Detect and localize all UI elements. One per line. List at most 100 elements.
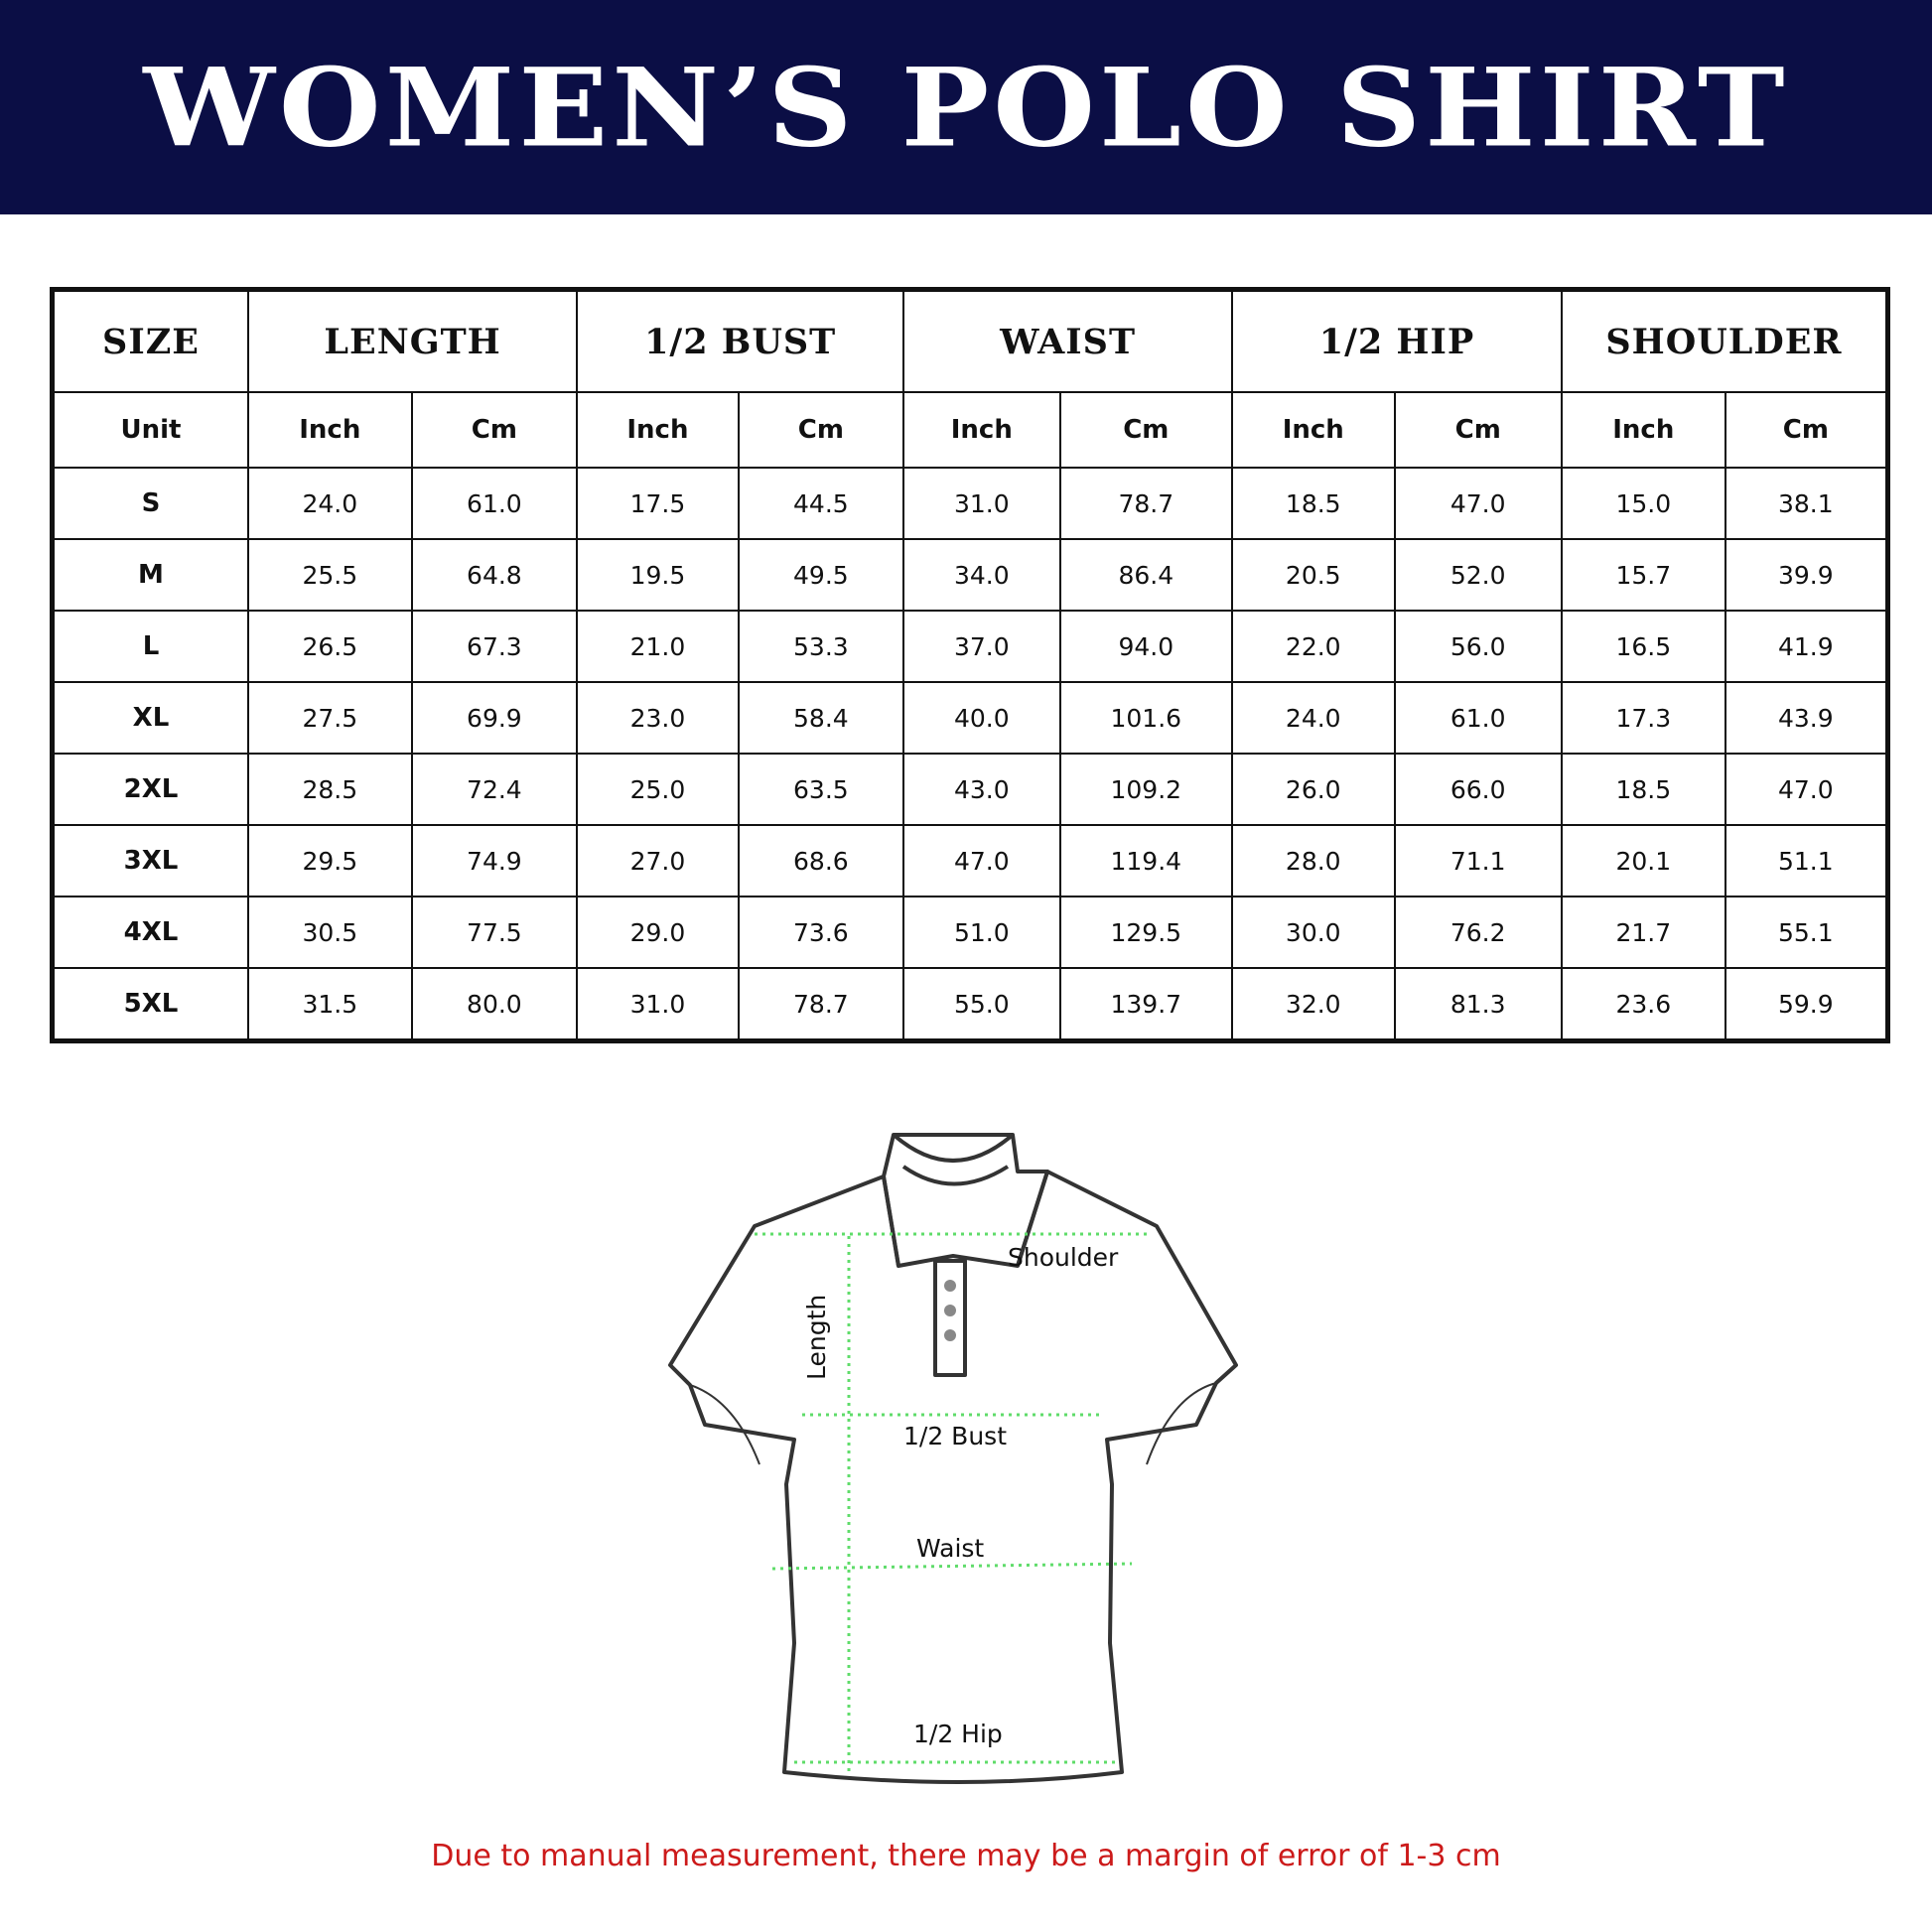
measurement-cell: 23.6 <box>1560 967 1726 1042</box>
size-cell: L <box>51 610 249 683</box>
measurement-cell: 16.5 <box>1560 610 1726 683</box>
column-header: SIZE <box>51 288 249 393</box>
unit-header: Unit <box>51 391 249 469</box>
measurement-cell: 18.5 <box>1231 467 1396 540</box>
measurement-cell: 109.2 <box>1058 753 1234 826</box>
size-chart-table: SIZE LENGTH 1/2 BUST WAIST 1/2 HIP SHOULDER Un… <box>50 287 1890 1043</box>
measurement-cell: 28.0 <box>1231 824 1396 897</box>
unit-header: Inch <box>246 391 413 469</box>
table-row: L 26.5 67.3 21.0 53.3 37.0 94.0 22.0 56.0 16.5 41.… <box>51 610 1889 683</box>
measurement-cell: 101.6 <box>1058 681 1234 755</box>
shirt-diagram: Shoulder Length 1/2 Bust Waist 1/2 Hip <box>655 1127 1251 1802</box>
measurement-cell: 72.4 <box>410 753 579 826</box>
unit-header: Cm <box>737 391 905 469</box>
measurement-cell: 29.5 <box>246 824 413 897</box>
header-row: SIZE LENGTH 1/2 BUST WAIST 1/2 HIP SHOULDER <box>51 288 1889 393</box>
unit-row: Unit Inch Cm Inch Cm Inch Cm Inch Cm Inch Cm <box>51 391 1889 469</box>
measurement-cell: 81.3 <box>1393 967 1563 1042</box>
measurement-cell: 31.0 <box>902 467 1061 540</box>
measurement-cell: 22.0 <box>1231 610 1396 683</box>
measurement-cell: 76.2 <box>1393 896 1563 969</box>
unit-header: Inch <box>1560 391 1726 469</box>
measurement-disclaimer: Due to manual measurement, there may be … <box>431 1839 1501 1873</box>
measurement-cell: 43.0 <box>902 753 1061 826</box>
table-row: S 24.0 61.0 17.5 44.5 31.0 78.7 18.5 47.0 15.0 38.… <box>51 467 1889 540</box>
size-cell: 4XL <box>51 896 249 969</box>
measurement-cell: 38.1 <box>1724 467 1889 540</box>
measurement-cell: 29.0 <box>576 896 740 969</box>
label-waist: Waist <box>916 1534 985 1563</box>
measurement-cell: 34.0 <box>902 538 1061 612</box>
measurement-cell: 63.5 <box>737 753 905 826</box>
unit-header: Cm <box>410 391 579 469</box>
measurement-cell: 30.5 <box>246 896 413 969</box>
column-header: LENGTH <box>246 288 579 393</box>
label-bust: 1/2 Bust <box>903 1422 1008 1450</box>
measurement-cell: 47.0 <box>1724 753 1889 826</box>
measurement-cell: 20.1 <box>1560 824 1726 897</box>
measurement-cell: 37.0 <box>902 610 1061 683</box>
measurement-cell: 78.7 <box>737 967 905 1042</box>
measurement-cell: 47.0 <box>1393 467 1563 540</box>
label-hip: 1/2 Hip <box>913 1720 1003 1748</box>
size-cell: M <box>51 538 249 612</box>
measurement-cell: 21.7 <box>1560 896 1726 969</box>
measurement-cell: 25.5 <box>246 538 413 612</box>
measurement-cell: 17.3 <box>1560 681 1726 755</box>
measurement-cell: 28.5 <box>246 753 413 826</box>
measurement-cell: 47.0 <box>902 824 1061 897</box>
measurement-cell: 56.0 <box>1393 610 1563 683</box>
measurement-cell: 23.0 <box>576 681 740 755</box>
measurement-cell: 27.5 <box>246 681 413 755</box>
measurement-cell: 66.0 <box>1393 753 1563 826</box>
table-row: 2XL 28.5 72.4 25.0 63.5 43.0 109.2 26.0 66.0 18.5… <box>51 753 1889 826</box>
column-header: 1/2 BUST <box>576 288 905 393</box>
measurement-cell: 68.6 <box>737 824 905 897</box>
measurement-cell: 17.5 <box>576 467 740 540</box>
measurement-cell: 15.7 <box>1560 538 1726 612</box>
measurement-cell: 15.0 <box>1560 467 1726 540</box>
title-banner: WOMEN’S POLO SHIRT <box>0 0 1932 214</box>
measurement-cell: 55.1 <box>1724 896 1889 969</box>
table-row: M 25.5 64.8 19.5 49.5 34.0 86.4 20.5 52.0 15.7 39.… <box>51 538 1889 612</box>
measurement-cell: 26.5 <box>246 610 413 683</box>
measurement-cell: 30.0 <box>1231 896 1396 969</box>
measure-guides <box>755 1232 1147 1772</box>
measurement-cell: 18.5 <box>1560 753 1726 826</box>
size-cell: XL <box>51 681 249 755</box>
measurement-cell: 73.6 <box>737 896 905 969</box>
measurement-cell: 78.7 <box>1058 467 1234 540</box>
measurement-cell: 40.0 <box>902 681 1061 755</box>
measurement-cell: 20.5 <box>1231 538 1396 612</box>
measurement-cell: 21.0 <box>576 610 740 683</box>
buttons <box>944 1280 956 1341</box>
measurement-cell: 74.9 <box>410 824 579 897</box>
size-cell: 5XL <box>51 967 249 1042</box>
measurement-cell: 58.4 <box>737 681 905 755</box>
measurement-cell: 43.9 <box>1724 681 1889 755</box>
unit-header: Cm <box>1724 391 1889 469</box>
measurement-cell: 51.0 <box>902 896 1061 969</box>
measurement-cell: 27.0 <box>576 824 740 897</box>
measurement-cell: 67.3 <box>410 610 579 683</box>
page-title: WOMEN’S POLO SHIRT <box>143 44 1789 171</box>
measurement-cell: 39.9 <box>1724 538 1889 612</box>
size-cell: 3XL <box>51 824 249 897</box>
measurement-cell: 71.1 <box>1393 824 1563 897</box>
measurement-cell: 69.9 <box>410 681 579 755</box>
column-header: SHOULDER <box>1560 288 1889 393</box>
measurement-cell: 31.0 <box>576 967 740 1042</box>
measurement-cell: 139.7 <box>1058 967 1234 1042</box>
label-length: Length <box>802 1294 831 1380</box>
column-header: WAIST <box>902 288 1234 393</box>
measurement-cell: 19.5 <box>576 538 740 612</box>
measurement-cell: 44.5 <box>737 467 905 540</box>
table-row: 5XL 31.5 80.0 31.0 78.7 55.0 139.7 32.0 81.3 23.6… <box>51 967 1889 1042</box>
measurement-cell: 32.0 <box>1231 967 1396 1042</box>
measurement-cell: 41.9 <box>1724 610 1889 683</box>
table-row: XL 27.5 69.9 23.0 58.4 40.0 101.6 24.0 61.0 17.3 4… <box>51 681 1889 755</box>
measurement-cell: 61.0 <box>1393 681 1563 755</box>
measurement-cell: 64.8 <box>410 538 579 612</box>
polo-shirt-illustration <box>668 1133 1238 1784</box>
measurement-cell: 129.5 <box>1058 896 1234 969</box>
